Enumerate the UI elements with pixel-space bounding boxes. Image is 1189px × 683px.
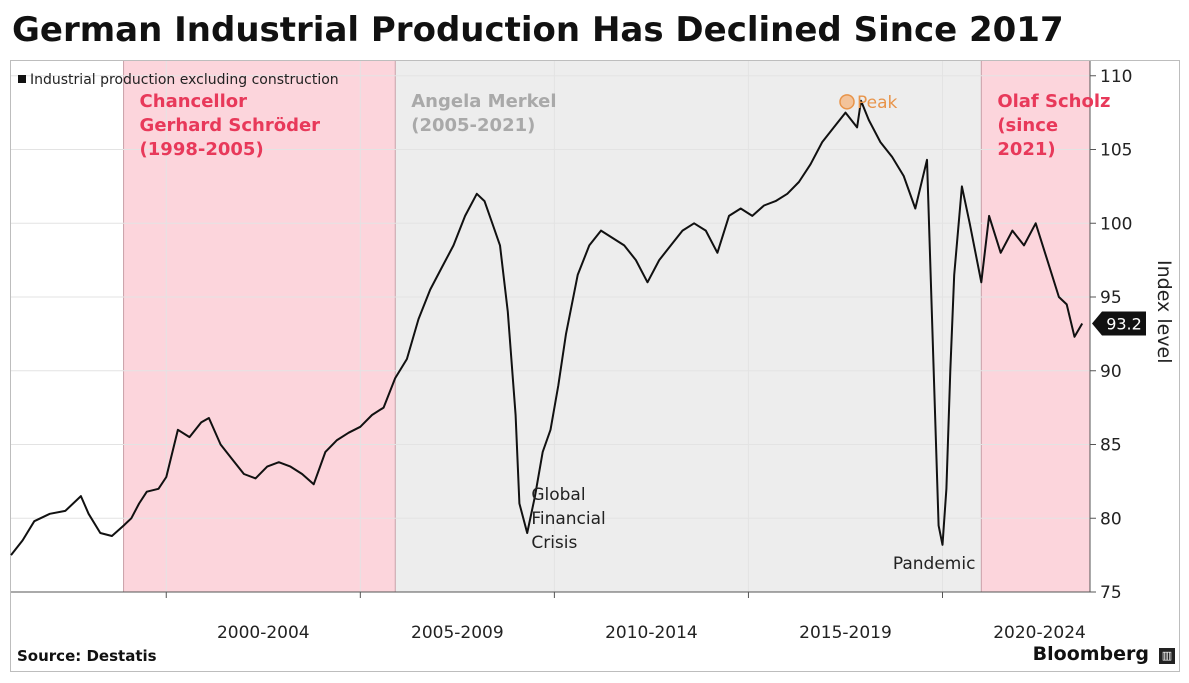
period-label-0-line-0: Chancellor — [140, 91, 248, 112]
annotation-gfc-line-2: Crisis — [531, 533, 577, 553]
y-tick-label-95: 95 — [1100, 288, 1122, 308]
legend: Industrial production excluding construc… — [18, 72, 339, 88]
x-period-label-2: 2010-2014 — [605, 623, 698, 643]
y-tick-label-80: 80 — [1100, 509, 1122, 529]
series-line-0 — [10, 99, 1084, 556]
peak-marker — [839, 94, 855, 110]
last-value-label: 93.2 — [1106, 315, 1142, 334]
period-label-0-line-1: Gerhard Schröder — [140, 115, 321, 136]
brand-logo-text: Bloomberg — [1032, 643, 1149, 665]
y-axis-title: Index level — [1153, 260, 1175, 364]
chart-title: German Industrial Production Has Decline… — [12, 10, 1064, 50]
legend-swatch — [18, 75, 26, 83]
annotation-peak: Peak — [857, 93, 898, 113]
x-period-label-0: 2000-2004 — [217, 623, 310, 643]
y-tick-label-110: 110 — [1100, 67, 1132, 87]
last-value-tag — [1092, 311, 1146, 336]
period-label-2-line-2: 2021) — [997, 139, 1055, 160]
annotation-gfc-line-0: Global — [531, 485, 585, 505]
period-label-0-line-2: (1998-2005) — [140, 139, 264, 160]
period-label-1-line-1: (2005-2021) — [411, 115, 535, 136]
y-tick-label-85: 85 — [1100, 436, 1122, 456]
bloomberg-terminal-icon: ▥ — [1159, 648, 1175, 664]
annotation-pandemic: Pandemic — [893, 554, 976, 574]
legend-label: Industrial production excluding construc… — [30, 72, 339, 88]
x-period-label-1: 2005-2009 — [411, 623, 504, 643]
y-tick-label-100: 100 — [1100, 214, 1132, 234]
x-period-label-3: 2015-2019 — [799, 623, 892, 643]
shaded-period-1 — [395, 61, 982, 592]
y-tick-label-75: 75 — [1100, 583, 1122, 603]
period-label-2-line-0: Olaf Scholz — [997, 91, 1110, 112]
annotation-gfc-line-1: Financial — [531, 509, 605, 529]
y-tick-label-105: 105 — [1100, 141, 1132, 161]
source-note: Source: Destatis — [17, 647, 157, 665]
x-period-label-4: 2020-2024 — [993, 623, 1086, 643]
period-label-1-line-0: Angela Merkel — [411, 91, 556, 112]
y-tick-label-90: 90 — [1100, 362, 1122, 382]
period-label-2-line-1: (since — [997, 115, 1058, 136]
